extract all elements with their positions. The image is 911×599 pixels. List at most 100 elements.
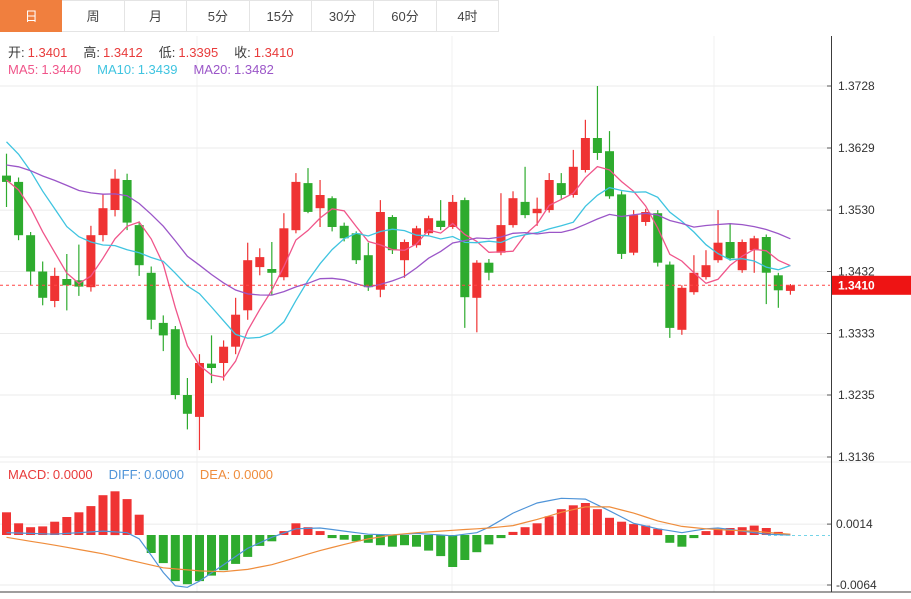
macd-bar — [460, 535, 470, 560]
candle-body — [436, 220, 446, 227]
legend-label: MA10: — [97, 62, 135, 77]
macd-bar — [375, 535, 385, 546]
tab-timeframe-1[interactable]: 周 — [62, 0, 125, 32]
legend-label: MACD: — [8, 467, 50, 482]
timeframe-tabbar: 日周月 5分 15分 30分 60分 4时 — [0, 0, 500, 33]
macd-bar — [689, 535, 699, 539]
candle-body — [580, 138, 590, 170]
macd-bar — [556, 509, 566, 535]
macd-bar — [387, 535, 397, 547]
candle-body — [363, 255, 373, 288]
candle-body — [472, 262, 482, 298]
macd-bar — [146, 535, 156, 553]
candle-body — [592, 138, 602, 153]
macd-bar — [339, 535, 349, 540]
candle-body — [327, 198, 337, 227]
macd-bar — [195, 535, 204, 582]
candle-body — [219, 346, 229, 363]
macd-row-item: DIFF: 0.0000 — [109, 467, 184, 482]
macd-bar — [243, 535, 253, 557]
macd-bar — [231, 535, 241, 564]
macd-bar — [315, 531, 325, 535]
candle-body — [303, 183, 313, 212]
macd-bar — [496, 535, 506, 539]
macd-bar — [725, 528, 735, 535]
macd-bar — [267, 535, 277, 542]
macd-bar — [170, 535, 180, 582]
candle-body — [134, 225, 144, 266]
candle-body — [424, 218, 434, 234]
ohlc-row-item: 低: 1.3395 — [159, 45, 218, 60]
candle-body — [544, 180, 554, 211]
legend-label: 开: — [8, 45, 25, 60]
macd-bar — [2, 512, 11, 535]
macd-bar — [605, 517, 614, 535]
ma-line — [6, 164, 791, 296]
candle-body — [315, 195, 325, 209]
macd-bar — [158, 535, 168, 564]
macd-bar — [50, 521, 60, 535]
macd-bar — [62, 517, 72, 535]
macd-bar — [424, 535, 434, 551]
candle-body — [231, 314, 241, 347]
candle-body — [641, 212, 651, 222]
candle-body — [460, 200, 470, 298]
candle-body — [86, 235, 96, 288]
ma-row-item: MA10: 1.3439 — [97, 62, 177, 77]
macd-bar — [653, 528, 663, 536]
candle-body — [50, 275, 60, 301]
candle-body — [412, 228, 421, 246]
macd-bar — [677, 535, 687, 547]
tab-timeframe-0[interactable]: 日 — [0, 0, 63, 32]
macd-tick-label: -0.0064 — [836, 578, 877, 592]
macd-bar — [400, 535, 409, 546]
macd-bar — [580, 503, 590, 535]
candle-body — [520, 201, 530, 216]
candle-body — [677, 287, 687, 330]
legend-label: 低: — [158, 45, 176, 60]
tab-timeframe-4[interactable]: 15分 — [249, 0, 312, 32]
candle-body — [725, 242, 735, 259]
tab-timeframe-5[interactable]: 30分 — [311, 0, 375, 32]
legend-value: 1.3440 — [41, 62, 82, 77]
macd-bar — [98, 495, 108, 535]
tab-timeframe-7[interactable]: 4时 — [436, 0, 500, 32]
macd-bar — [255, 535, 265, 546]
current-price-badge-label: 1.3410 — [838, 278, 875, 292]
price-tick-label: 1.3235 — [838, 388, 875, 402]
macd-bar — [74, 512, 84, 535]
candle-body — [279, 228, 289, 278]
candle-body — [629, 215, 639, 253]
macd-bar — [207, 535, 216, 576]
candle-body — [665, 264, 675, 328]
macd-bar — [508, 531, 518, 535]
price-tick-label: 1.3432 — [838, 265, 875, 279]
candle-body — [2, 175, 11, 182]
price-tick-label: 1.3530 — [838, 203, 875, 217]
legend-label: DEA: — [199, 467, 231, 482]
macd-bar — [665, 535, 675, 543]
candle-body — [387, 217, 397, 251]
legend-label: DIFF: — [108, 467, 142, 482]
legend-value: 1.3395 — [178, 45, 219, 60]
ma-row-item: MA5: 1.3440 — [8, 62, 81, 77]
tab-timeframe-2[interactable]: 月 — [124, 0, 188, 32]
candle-body — [400, 242, 409, 261]
legend-value: 0.0000 — [144, 467, 184, 482]
legend-value: 0.0000 — [233, 467, 274, 482]
candle-body — [122, 180, 132, 223]
macd-bar — [568, 505, 578, 535]
candle-body — [351, 233, 361, 261]
macd-bar — [14, 523, 24, 535]
candle-body — [267, 269, 277, 273]
macd-bar — [38, 526, 48, 535]
legend-value: 1.3482 — [234, 62, 274, 77]
macd-bar — [26, 527, 36, 535]
legend-value: 0.0000 — [52, 467, 93, 482]
candle-body — [195, 363, 204, 417]
macd-bar — [86, 506, 96, 535]
tab-timeframe-3[interactable]: 5分 — [187, 0, 250, 32]
tab-timeframe-6[interactable]: 60分 — [374, 0, 437, 32]
